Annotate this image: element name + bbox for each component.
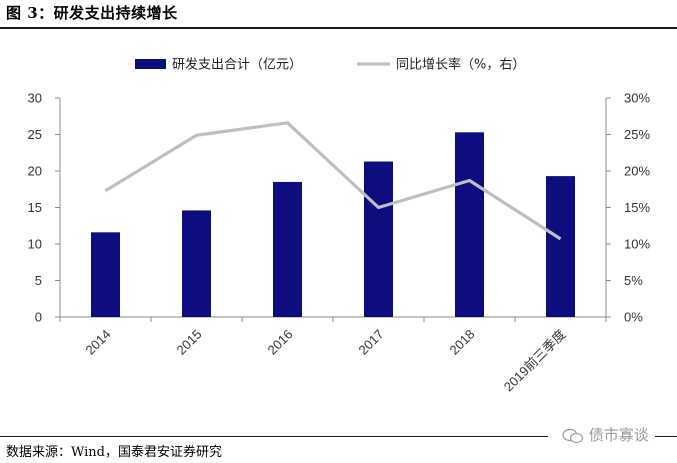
bar-2016 bbox=[273, 181, 302, 317]
source-note: 数据来源：Wind，国泰君安证券研究 bbox=[6, 445, 222, 460]
x-tick-label: 2016 bbox=[265, 327, 296, 358]
y-left-tick-label: 30 bbox=[28, 91, 42, 106]
bar-2018 bbox=[455, 132, 484, 317]
watermark-text: 债市寡谈 bbox=[588, 426, 649, 444]
y-right-tick-label: 10% bbox=[624, 237, 650, 252]
bar-2014 bbox=[91, 232, 120, 317]
chat-bubble-icon bbox=[562, 428, 584, 443]
figure-title: 图 3：研发支出持续增长 bbox=[6, 4, 178, 22]
x-tick-label: 2014 bbox=[83, 327, 114, 358]
y-right-tick-label: 5% bbox=[624, 273, 643, 288]
growth-rate-line bbox=[104, 121, 562, 241]
y-left-tick-label: 25 bbox=[28, 127, 42, 142]
y-left-tick-label: 10 bbox=[28, 237, 42, 252]
bar-2019前三季度 bbox=[546, 176, 575, 317]
bar-2017 bbox=[364, 161, 393, 317]
legend-line-label: 同比增长率（%，右） bbox=[396, 57, 525, 73]
line-series bbox=[104, 121, 562, 241]
watermark: 债市寡谈 bbox=[562, 424, 649, 445]
y-right-tick-label: 15% bbox=[624, 200, 650, 215]
y-right-tick-label: 20% bbox=[624, 164, 650, 179]
y-left-tick-label: 20 bbox=[28, 164, 42, 179]
source-rule bbox=[0, 436, 548, 437]
y-left-tick-label: 15 bbox=[28, 200, 42, 215]
legend-bar-swatch bbox=[135, 59, 166, 69]
x-tick-label: 2019前三季度 bbox=[501, 327, 569, 395]
y-right-tick-label: 0% bbox=[624, 310, 643, 325]
axes: 0 5 10 15 20 25 30 0% 5% 10% 15% 20% 25% 30% bbox=[28, 91, 651, 325]
y-right-tick-label: 30% bbox=[624, 91, 650, 106]
y-right-tick-label: 25% bbox=[624, 127, 650, 142]
legend-bar-label: 研发支出合计（亿元） bbox=[172, 57, 302, 73]
title-rule bbox=[0, 27, 677, 29]
bar-2015 bbox=[182, 210, 211, 317]
source-rule-right bbox=[655, 436, 677, 437]
y-left-tick-label: 0 bbox=[35, 310, 42, 325]
legend: 研发支出合计（亿元） 同比增长率（%，右） bbox=[135, 57, 525, 73]
x-tick-label: 2018 bbox=[447, 327, 478, 358]
bar-series bbox=[91, 132, 575, 317]
y-left-tick-label: 5 bbox=[35, 273, 42, 288]
x-tick-label: 2017 bbox=[356, 327, 387, 358]
x-tick-label: 2015 bbox=[174, 327, 205, 358]
x-axis-labels: 2014 2015 2016 2017 2018 2019前三季度 bbox=[83, 327, 569, 395]
